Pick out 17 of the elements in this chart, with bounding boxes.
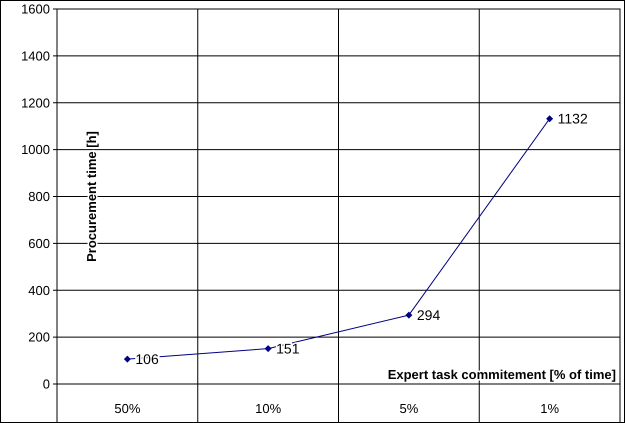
data-label: 151	[276, 340, 300, 357]
y-tick-label: 1200	[21, 95, 50, 110]
y-tick-label: 800	[28, 189, 50, 204]
y-tick-label: 1600	[21, 2, 50, 16]
y-tick-label: 1400	[21, 48, 50, 64]
y-tick-label: 1000	[21, 142, 50, 158]
data-label: 294	[416, 307, 440, 324]
x-tick-label: 1%	[540, 401, 560, 416]
y-tick-label: 0	[42, 376, 50, 392]
x-tick-label: 50%	[114, 401, 141, 416]
y-axis-title: Procurement time [h]	[84, 131, 99, 262]
y-tick-label: 200	[28, 330, 50, 345]
x-tick-label: 10%	[255, 401, 282, 416]
y-tick-label: 400	[28, 282, 50, 298]
y-tick-label: 600	[28, 236, 50, 251]
data-label: 1132	[558, 110, 588, 127]
x-tick-label: 5%	[399, 401, 419, 416]
